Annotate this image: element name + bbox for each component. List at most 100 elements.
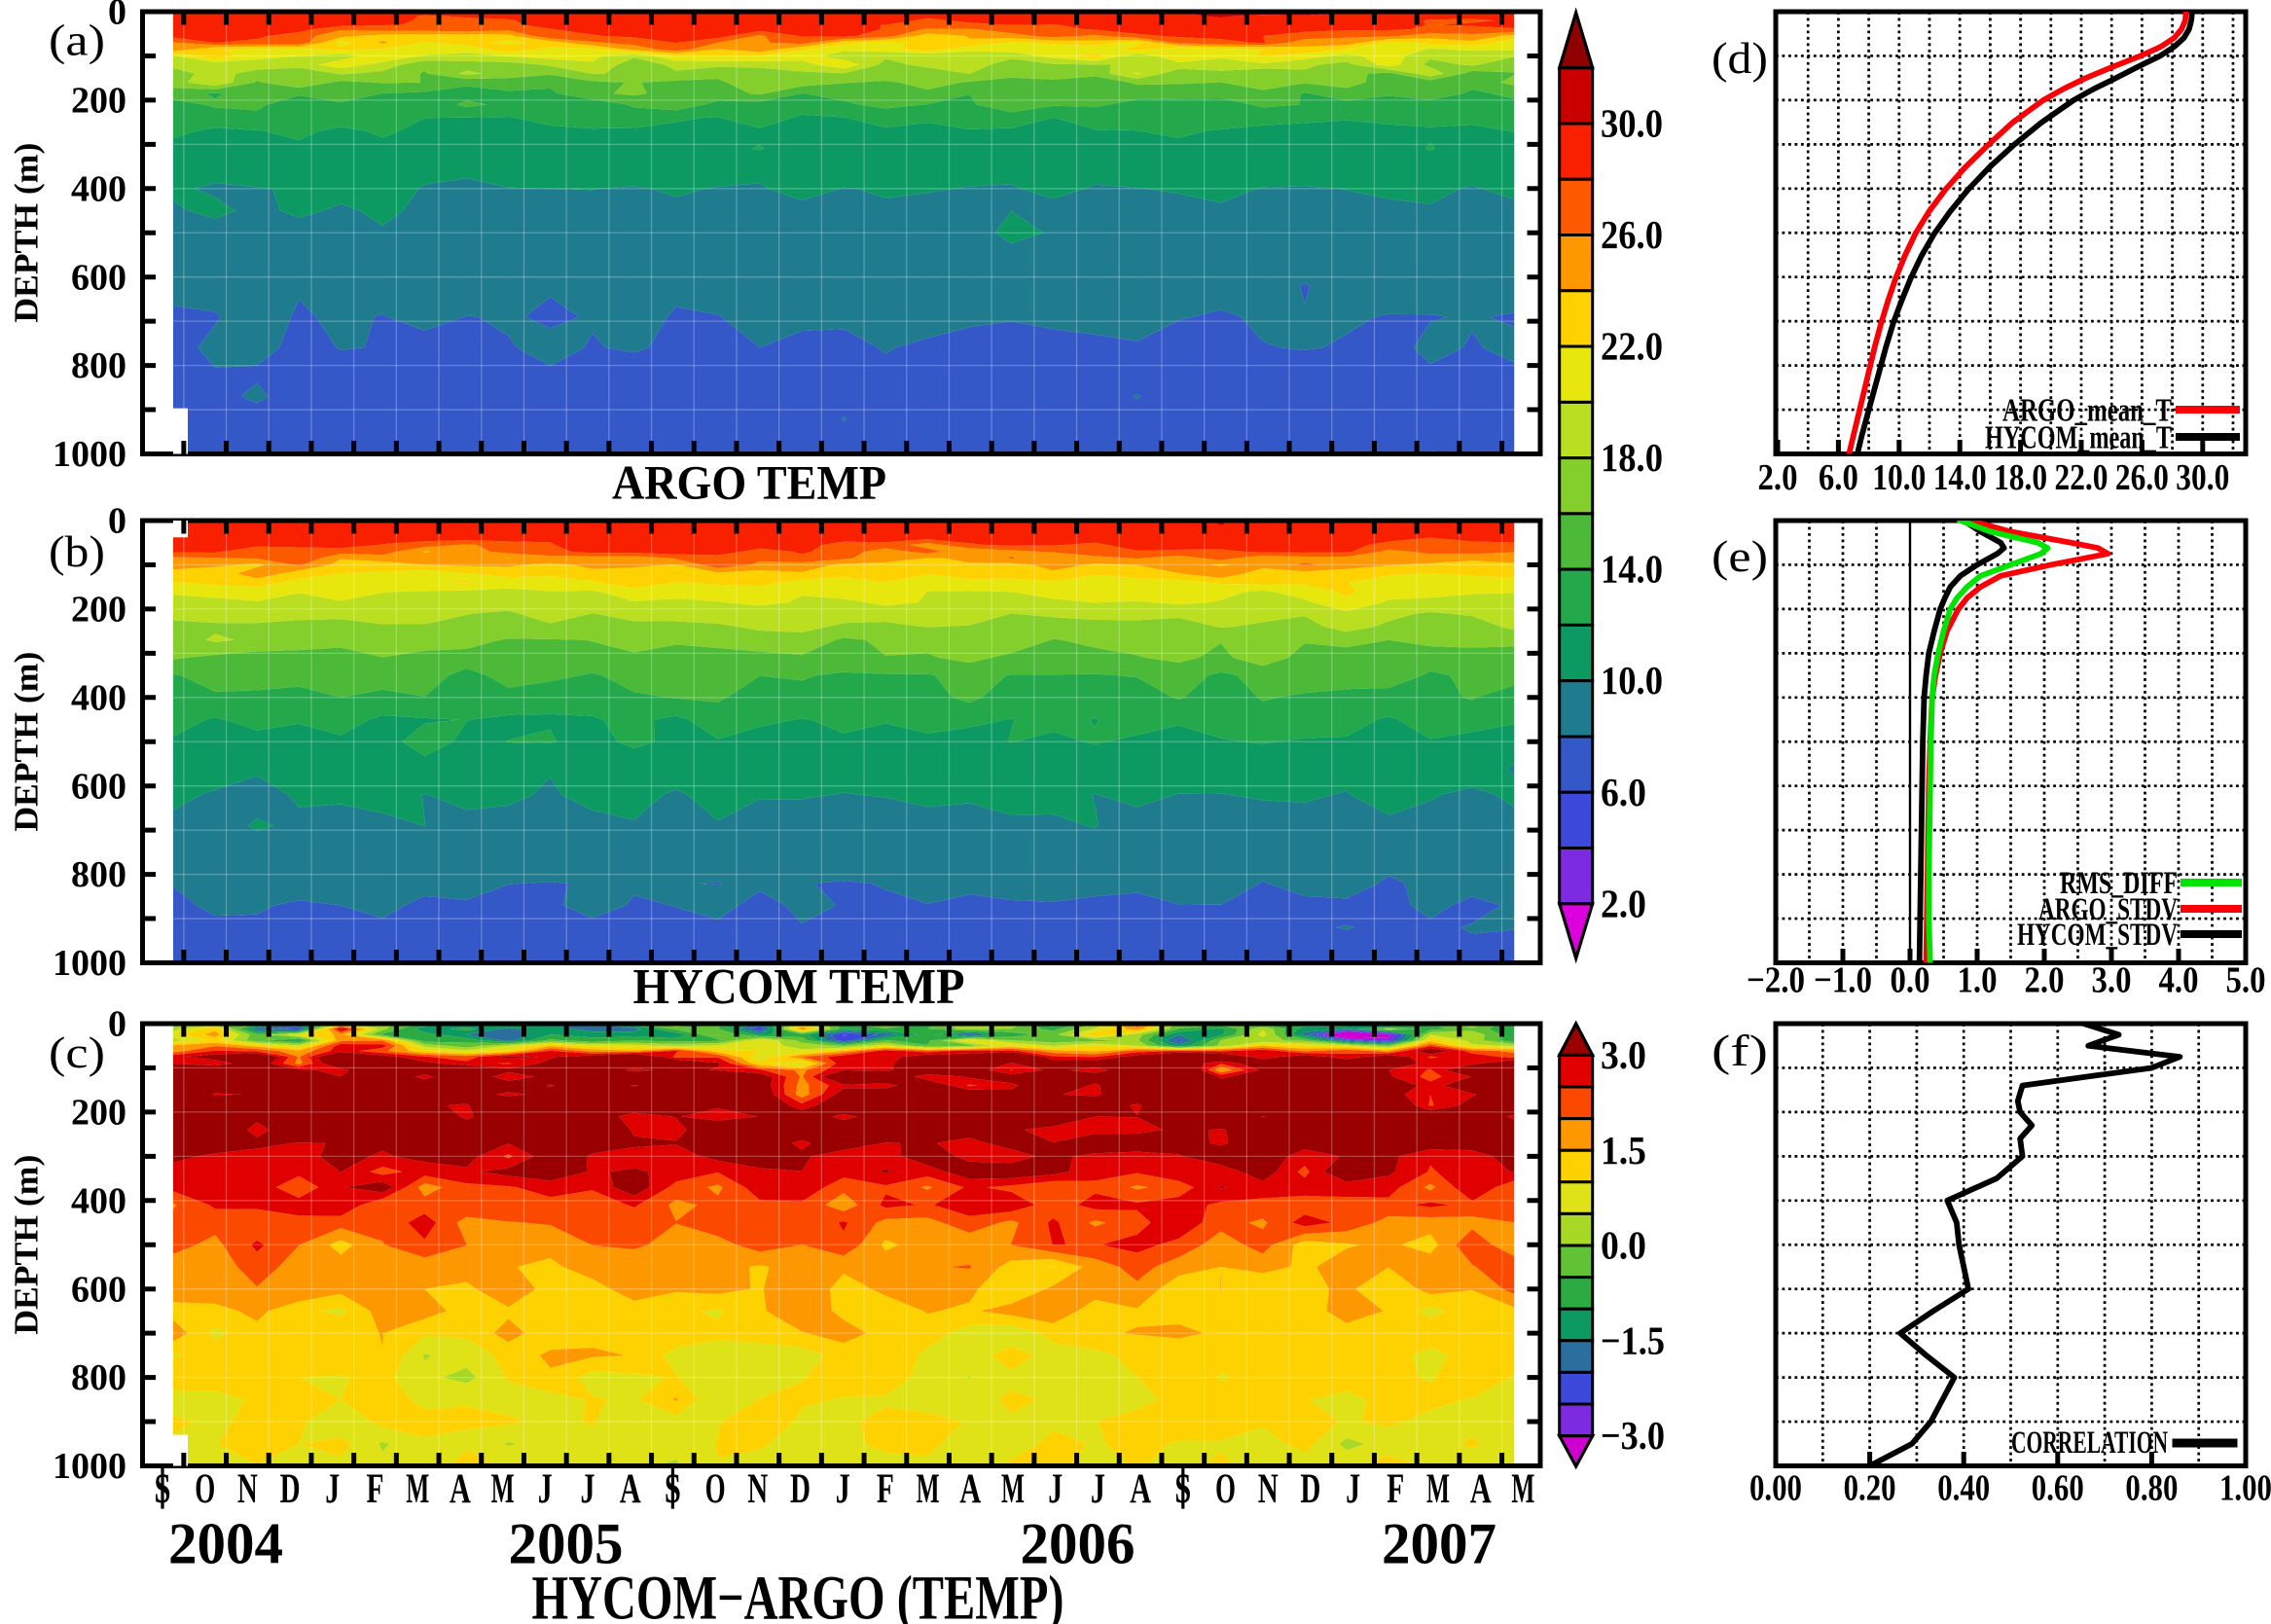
svg-text:400: 400	[71, 1180, 126, 1221]
svg-text:D: D	[1300, 1466, 1320, 1512]
svg-text:22.0: 22.0	[2054, 457, 2108, 498]
svg-text:26.0: 26.0	[2115, 457, 2169, 498]
svg-text:(b): (b)	[49, 526, 105, 576]
svg-text:14.0: 14.0	[1601, 547, 1663, 592]
svg-text:−1.0: −1.0	[1814, 960, 1872, 1001]
svg-text:D: D	[280, 1466, 301, 1512]
svg-text:(c): (c)	[49, 1028, 105, 1077]
svg-text:HYCOM−ARGO (TEMP): HYCOM−ARGO (TEMP)	[532, 1564, 1064, 1624]
svg-text:600: 600	[71, 257, 126, 298]
svg-text:RMS_DIFF: RMS_DIFF	[2060, 866, 2178, 901]
svg-text:ARGO_STDV: ARGO_STDV	[2038, 892, 2178, 927]
svg-text:DEPTH (m): DEPTH (m)	[8, 143, 46, 323]
svg-text:4.0: 4.0	[2159, 960, 2199, 1001]
svg-text:M: M	[917, 1466, 940, 1512]
svg-text:30.0: 30.0	[1601, 100, 1663, 145]
svg-text:800: 800	[71, 854, 126, 895]
svg-text:O: O	[1215, 1466, 1236, 1512]
svg-text:200: 200	[71, 589, 126, 630]
svg-text:0: 0	[108, 0, 126, 33]
svg-text:600: 600	[71, 766, 126, 807]
svg-text:A: A	[1130, 1466, 1151, 1512]
svg-text:18.0: 18.0	[1601, 435, 1663, 480]
svg-text:400: 400	[71, 677, 126, 718]
svg-text:0.40: 0.40	[1937, 1468, 1990, 1509]
svg-text:−3.0: −3.0	[1601, 1413, 1665, 1458]
svg-text:0: 0	[108, 1004, 126, 1045]
svg-text:HYCOM_STDV: HYCOM_STDV	[2017, 918, 2178, 953]
svg-text:1.00: 1.00	[2219, 1468, 2271, 1509]
svg-text:M: M	[1001, 1466, 1025, 1512]
svg-text:−2.0: −2.0	[1747, 960, 1805, 1001]
svg-text:M: M	[1511, 1466, 1534, 1512]
svg-text:1000: 1000	[53, 1446, 126, 1487]
svg-text:22.0: 22.0	[1601, 324, 1663, 369]
svg-text:F: F	[367, 1466, 384, 1512]
svg-text:2004: 2004	[168, 1511, 283, 1575]
svg-text:J: J	[325, 1466, 340, 1512]
svg-text:0.0: 0.0	[1891, 960, 1930, 1001]
svg-text:N: N	[237, 1466, 258, 1512]
svg-text:M: M	[491, 1466, 515, 1512]
svg-text:J: J	[1346, 1466, 1360, 1512]
svg-text:2007: 2007	[1382, 1511, 1496, 1575]
svg-text:−1.5: −1.5	[1601, 1317, 1665, 1362]
svg-text:M: M	[406, 1466, 429, 1512]
svg-text:0.00: 0.00	[1749, 1468, 1802, 1509]
svg-text:F: F	[1387, 1466, 1404, 1512]
svg-text:1000: 1000	[53, 943, 126, 984]
svg-text:(d): (d)	[1712, 33, 1768, 83]
svg-text:A: A	[450, 1466, 471, 1512]
svg-text:0: 0	[108, 501, 126, 542]
svg-text:200: 200	[71, 80, 126, 121]
svg-text:A: A	[1470, 1466, 1492, 1512]
svg-text:DEPTH (m): DEPTH (m)	[8, 1155, 46, 1335]
svg-text:2.0: 2.0	[1758, 457, 1798, 498]
svg-text:26.0: 26.0	[1601, 212, 1663, 257]
svg-text:6.0: 6.0	[1819, 457, 1858, 498]
svg-text:0.20: 0.20	[1844, 1468, 1896, 1509]
svg-text:DEPTH (m): DEPTH (m)	[8, 652, 46, 832]
svg-text:1000: 1000	[53, 434, 126, 475]
svg-text:600: 600	[71, 1269, 126, 1310]
svg-text:800: 800	[71, 345, 126, 386]
svg-text:S: S	[1174, 1466, 1191, 1512]
svg-text:A: A	[620, 1466, 641, 1512]
svg-text:2.0: 2.0	[1601, 881, 1646, 925]
svg-text:(e): (e)	[1712, 531, 1768, 581]
svg-text:A: A	[959, 1466, 981, 1512]
svg-text:200: 200	[71, 1092, 126, 1133]
svg-text:30.0: 30.0	[2176, 457, 2229, 498]
svg-text:ARGO_mean_T: ARGO_mean_T	[2002, 392, 2172, 428]
svg-text:6.0: 6.0	[1601, 770, 1646, 814]
svg-text:10.0: 10.0	[1601, 658, 1663, 703]
svg-text:800: 800	[71, 1357, 126, 1398]
svg-text:N: N	[747, 1466, 768, 1512]
svg-text:0.80: 0.80	[2125, 1468, 2178, 1509]
svg-text:O: O	[195, 1466, 215, 1512]
svg-text:M: M	[1426, 1466, 1450, 1512]
svg-text:J: J	[836, 1466, 850, 1512]
svg-text:3.0: 3.0	[1601, 1032, 1646, 1077]
svg-text:18.0: 18.0	[1994, 457, 2047, 498]
svg-text:10.0: 10.0	[1872, 457, 1926, 498]
svg-text:5.0: 5.0	[2225, 960, 2265, 1001]
svg-text:400: 400	[71, 168, 126, 209]
svg-text:ARGO TEMP: ARGO TEMP	[612, 454, 886, 509]
svg-text:2.0: 2.0	[2025, 960, 2065, 1001]
svg-text:S: S	[665, 1466, 681, 1512]
svg-text:0.0: 0.0	[1601, 1223, 1646, 1268]
svg-text:3.0: 3.0	[2091, 960, 2131, 1001]
svg-text:1.0: 1.0	[1958, 960, 1998, 1001]
svg-text:J: J	[1048, 1466, 1063, 1512]
svg-text:J: J	[581, 1466, 595, 1512]
svg-text:14.0: 14.0	[1933, 457, 1987, 498]
svg-text:1.5: 1.5	[1601, 1128, 1646, 1173]
svg-text:(a): (a)	[49, 16, 105, 65]
svg-text:S: S	[155, 1466, 171, 1512]
svg-text:HYCOM_mean_T: HYCOM_mean_T	[1985, 419, 2172, 455]
svg-text:2005: 2005	[509, 1511, 624, 1575]
svg-text:J: J	[538, 1466, 553, 1512]
svg-text:D: D	[790, 1466, 811, 1512]
svg-text:0.60: 0.60	[2032, 1468, 2084, 1509]
